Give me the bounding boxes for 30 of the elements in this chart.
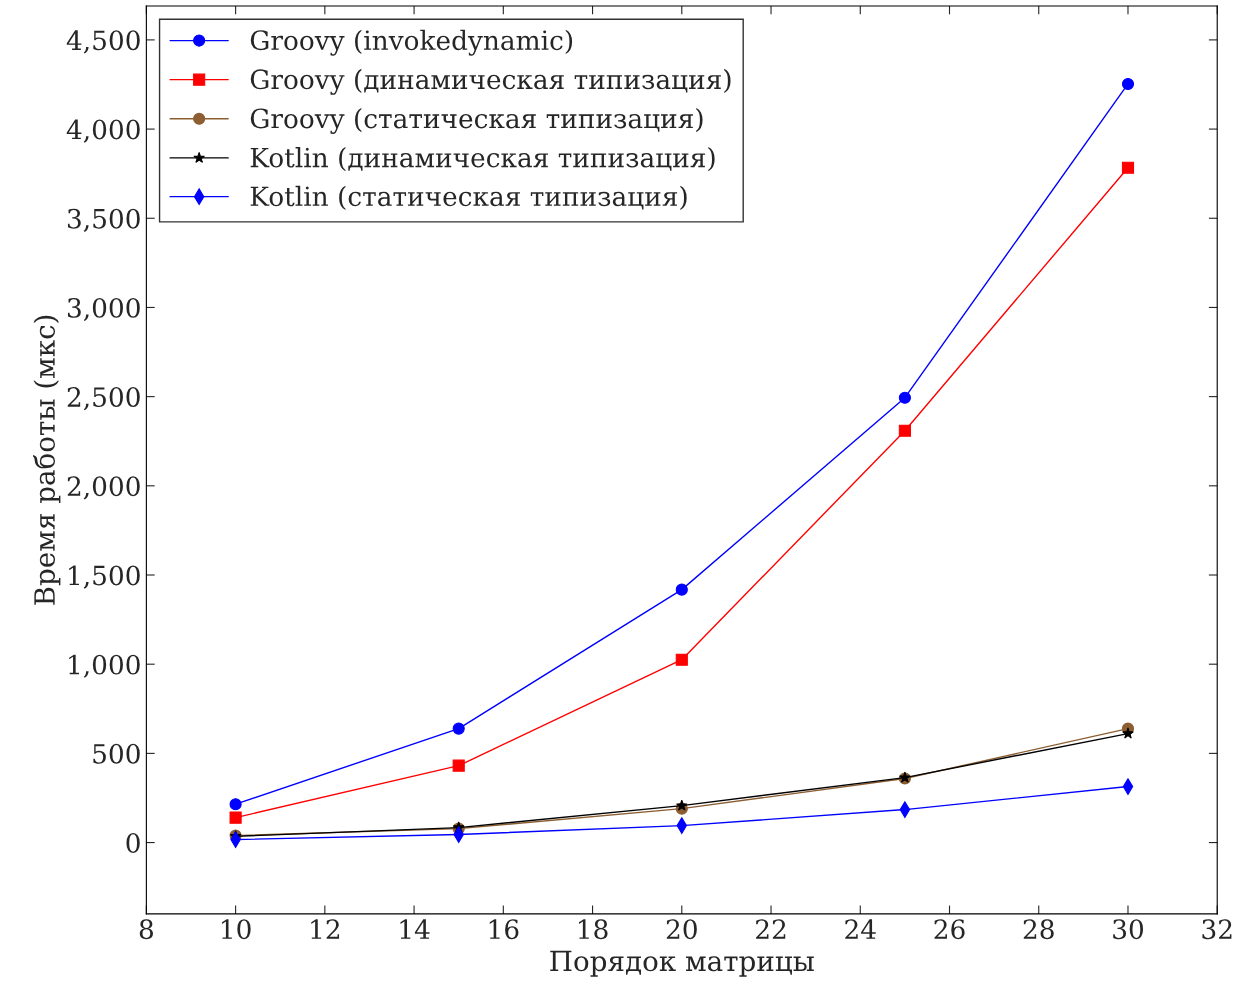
x-tick-label: 16 [489, 919, 519, 940]
x-tick-label: 8 [139, 919, 153, 940]
x-tick-label: 24 [845, 919, 876, 939]
y-tick-label: 2,500 [67, 387, 140, 411]
y-tick-label: 2,000 [67, 476, 140, 500]
x-tick-label: 20 [666, 919, 697, 940]
y-tick-label: 1,000 [69, 654, 140, 678]
y-tick-label: 4,500 [66, 30, 140, 54]
legend-label: Kotlin (динамическая типизация) [250, 147, 715, 172]
x-tick-label: 14 [400, 919, 430, 939]
legend-label: Groovy (статическая типизация) [250, 107, 703, 134]
x-tick-label: 32 [1202, 919, 1232, 940]
x-tick-label: 30 [1113, 919, 1144, 940]
x-axis-title: Порядок матрицы [550, 950, 814, 977]
x-tick-label: 12 [311, 919, 340, 939]
x-tick-label: 10 [222, 919, 251, 940]
x-tick-label: 26 [934, 919, 965, 940]
y-tick-label: 4,000 [66, 119, 140, 143]
x-tick-label: 28 [1023, 919, 1054, 940]
y-axis-title: Время работы (мкс) [33, 315, 61, 605]
legend-label: Groovy (invokedynamic) [250, 29, 573, 56]
x-tick-label: 22 [756, 919, 786, 939]
y-tick-label: 3,500 [67, 208, 140, 232]
y-tick-label: 3,000 [67, 297, 140, 322]
y-tick-label: 1,500 [69, 565, 140, 589]
y-tick-label: 500 [93, 743, 140, 764]
legend-label: Groovy (динамическая типизация) [250, 68, 731, 95]
y-tick-label: 0 [126, 833, 140, 853]
x-tick-label: 18 [578, 919, 608, 940]
legend-label: Kotlin (статическая типизация) [250, 185, 687, 210]
